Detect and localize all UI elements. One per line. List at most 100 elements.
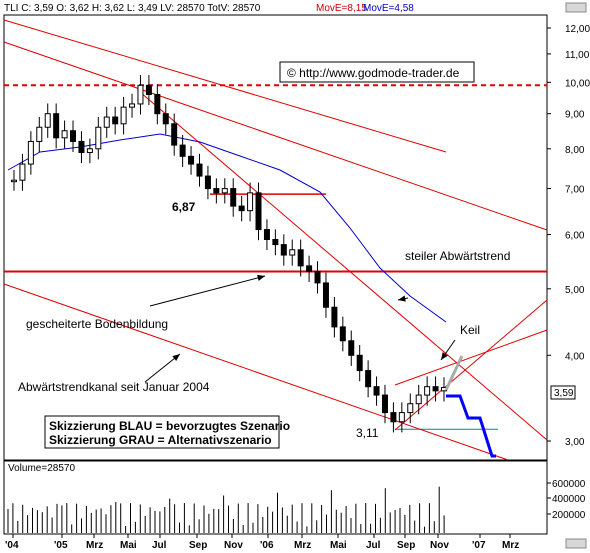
x-tick-label: Jul [152,540,167,551]
candle-body [398,412,405,423]
copyright-text: © http://www.godmode-trader.de [287,66,460,80]
legend-grey: Skizzierung GRAU = Alternativszenario [49,433,272,447]
y-tick-label: 11,00 [565,50,590,61]
y-tick-label: 3,00 [565,437,585,448]
y-tick-label: 7,00 [565,185,585,196]
candle-body [390,412,397,423]
candle-body [322,282,329,308]
candle-body [280,244,287,256]
annotation-arrowhead [398,295,406,302]
candle-body [432,386,439,392]
candle-body [255,192,262,231]
candle-body [415,394,422,405]
axis-layer: 12,00 11,00 10,00 9,00 8,00 7,00 6,00 5,00 4,00 3… [5,24,590,551]
last-price-box [550,385,576,400]
candle-body [204,175,211,190]
y-tick-label: 8,00 [565,145,585,156]
price-layer [3,19,548,461]
x-tick-label: Nov [430,540,449,551]
candle-body [53,113,60,139]
annotation-arrowhead [257,274,265,281]
y-tick-label: 4,00 [565,351,585,362]
candle-body [238,205,245,212]
candle-body [154,93,161,115]
candle-body [61,130,68,139]
trend-line [139,91,548,441]
header-move-blue: MovE=4,58 [363,3,414,14]
candle-body [179,144,186,157]
x-tick-label: '05 [54,540,68,551]
candle-body [27,140,34,165]
scenario-grey-path [444,355,464,391]
x-tick-label: Jul [366,540,381,551]
x-tick-label: Mrz [294,540,311,551]
copyright-box [279,61,475,83]
trend-line [394,299,548,431]
candle-body [188,155,195,165]
candle-body [19,163,26,181]
label-channel: Abwärtstrendkanal seit Januar 2004 [18,380,210,394]
x-tick-label: '06 [260,540,274,551]
candle-body [137,84,144,105]
candle-body [373,386,380,396]
legend-box [44,415,280,449]
candle-body [103,116,110,128]
scenario-blue-path [446,394,496,458]
x-tick-label: Mai [330,540,347,551]
trend-line [3,41,548,231]
annotation-arrowhead [441,352,448,360]
candle-body [196,163,203,177]
candle-body [314,270,321,284]
label-failed-bottom: gescheiterte Bodenbildung [26,317,168,331]
x-tick-label: Mai [120,540,137,551]
y-tick-label: 5,00 [565,285,585,296]
candle-body [162,113,169,125]
candle-body [70,130,77,142]
y-tick-label: 9,00 [565,110,585,121]
candle-body [381,394,388,414]
legend-blue: Skizzierung BLAU = bevorzugtes Szenario [49,419,290,433]
candle-body [11,179,17,183]
y-tick-label: 6,00 [565,231,585,242]
candle-body [247,192,254,212]
x-tick-label: '07 [472,540,486,551]
x-tick-label: Sep [397,540,415,551]
volume-tick-label: 400000 [552,494,586,505]
candle-body [356,354,363,372]
volume-tick-label: 600000 [552,479,586,490]
y-tick-label: 10,00 [565,78,590,89]
x-tick-label: Mrz [86,540,103,551]
candle-body [44,113,51,128]
header-info: TLI C: 3,59 O: 3,62 H: 3,62 L: 3,49 LV: … [4,3,261,14]
price-panel-frame [3,14,548,461]
candle-body [129,103,136,108]
trend-line [3,19,447,153]
label-687: 6,87 [172,200,196,214]
label-steep-trend: steiler Abwärtstrend [405,249,510,263]
candle-body [112,116,119,125]
candle-body [297,249,304,267]
candle-body [213,188,220,194]
candle-body [78,140,85,154]
label-311: 3,11 [356,426,379,440]
candle-body [348,340,355,356]
candle-body [306,265,313,272]
candle-body [365,370,372,388]
volume-tick-label: 200000 [552,510,586,521]
candle-body [120,106,127,125]
candle-body [86,148,93,154]
x-tick-label: Mrz [502,540,519,551]
candle-body [272,239,279,246]
panel-toggle-icon[interactable] [565,2,587,13]
x-tick-label: '04 [5,540,19,551]
y-tick-label: 12,00 [565,24,590,35]
volume-toggle-icon[interactable] [565,538,587,549]
candle-body [171,123,178,146]
candle-body [331,306,338,328]
annotation-arrowhead [172,354,180,362]
candle-body [263,229,270,241]
candle-body [145,84,152,95]
candle-body [289,249,296,256]
